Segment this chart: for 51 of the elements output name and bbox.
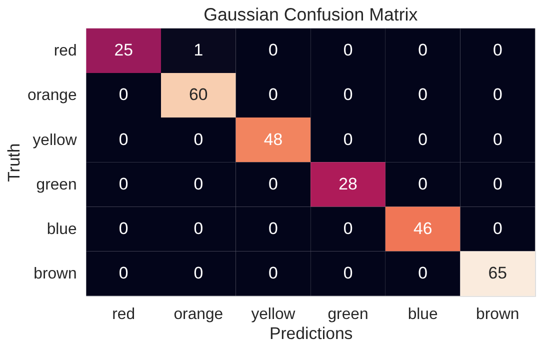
y-tick-label: brown (34, 266, 77, 283)
data-label: 0 (343, 218, 353, 238)
chart-title: Gaussian Confusion Matrix (204, 4, 418, 24)
data-label: 0 (268, 174, 278, 194)
y-tick-label: green (36, 176, 77, 194)
data-label: 60 (189, 85, 208, 104)
data-label: 0 (268, 40, 278, 60)
data-label: 0 (343, 40, 353, 60)
data-label: 46 (413, 218, 432, 238)
data-label: 48 (264, 130, 283, 149)
data-label: 65 (488, 264, 507, 283)
x-tick-label: blue (408, 306, 438, 324)
data-label: 0 (268, 85, 278, 104)
x-tick-label: brown (476, 306, 520, 324)
x-tick-label: green (328, 306, 368, 324)
data-label: 0 (492, 40, 502, 60)
data-label: 0 (418, 85, 428, 104)
data-label: 0 (194, 174, 204, 194)
data-label: 25 (114, 40, 133, 60)
x-tick-label: yellow (251, 306, 296, 324)
data-label: 0 (194, 130, 204, 149)
data-label: 0 (418, 174, 428, 194)
y-tick-label: yellow (32, 132, 78, 149)
data-label: 0 (418, 130, 428, 149)
data-label: 0 (118, 218, 128, 238)
data-label: 0 (194, 218, 204, 238)
x-tick-label: red (112, 306, 136, 324)
data-label: 0 (343, 130, 353, 149)
x-axis-title: Predictions (269, 324, 353, 343)
data-label: 0 (118, 85, 128, 104)
data-label: 1 (194, 40, 204, 60)
data-label: 0 (268, 218, 278, 238)
data-label: 0 (343, 85, 353, 104)
data-label: 0 (492, 85, 502, 104)
data-label: 0 (118, 174, 128, 194)
data-label: 0 (268, 264, 278, 283)
data-label: 28 (338, 174, 358, 194)
data-label: 0 (418, 40, 428, 60)
data-label: 0 (194, 264, 204, 283)
data-label: 0 (118, 130, 128, 149)
data-label: 0 (492, 218, 502, 238)
data-label: 0 (492, 130, 502, 149)
data-label: 0 (492, 174, 502, 194)
x-tick-label: orange (174, 306, 224, 324)
data-label: 0 (118, 264, 128, 283)
y-tick-label: red (54, 42, 77, 60)
y-tick-label: orange (27, 87, 77, 104)
y-tick-label: blue (46, 220, 77, 238)
data-label: 0 (418, 264, 428, 283)
data-label: 0 (343, 264, 353, 283)
y-axis-title: Truth (4, 143, 24, 182)
